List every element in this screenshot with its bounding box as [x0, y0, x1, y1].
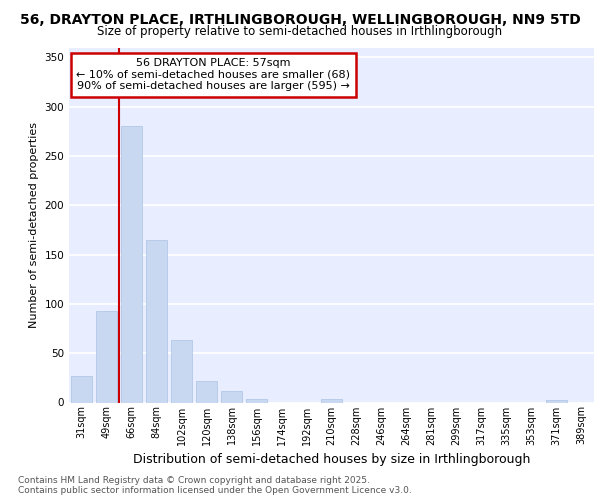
Bar: [96, 311, 117, 402]
Bar: [71, 376, 92, 402]
Bar: [121, 126, 142, 402]
Bar: [146, 240, 167, 402]
Text: Size of property relative to semi-detached houses in Irthlingborough: Size of property relative to semi-detach…: [97, 25, 503, 38]
Bar: [171, 340, 192, 402]
Y-axis label: Number of semi-detached properties: Number of semi-detached properties: [29, 122, 39, 328]
Bar: [196, 381, 217, 402]
X-axis label: Distribution of semi-detached houses by size in Irthlingborough: Distribution of semi-detached houses by …: [133, 453, 530, 466]
Text: 56 DRAYTON PLACE: 57sqm
← 10% of semi-detached houses are smaller (68)
90% of se: 56 DRAYTON PLACE: 57sqm ← 10% of semi-de…: [76, 58, 350, 92]
Bar: [221, 390, 242, 402]
Text: 56, DRAYTON PLACE, IRTHLINGBOROUGH, WELLINGBOROUGH, NN9 5TD: 56, DRAYTON PLACE, IRTHLINGBOROUGH, WELL…: [20, 12, 580, 26]
Text: Contains HM Land Registry data © Crown copyright and database right 2025.
Contai: Contains HM Land Registry data © Crown c…: [18, 476, 412, 495]
Bar: [546, 400, 567, 402]
Bar: [321, 398, 342, 402]
Bar: [246, 398, 267, 402]
